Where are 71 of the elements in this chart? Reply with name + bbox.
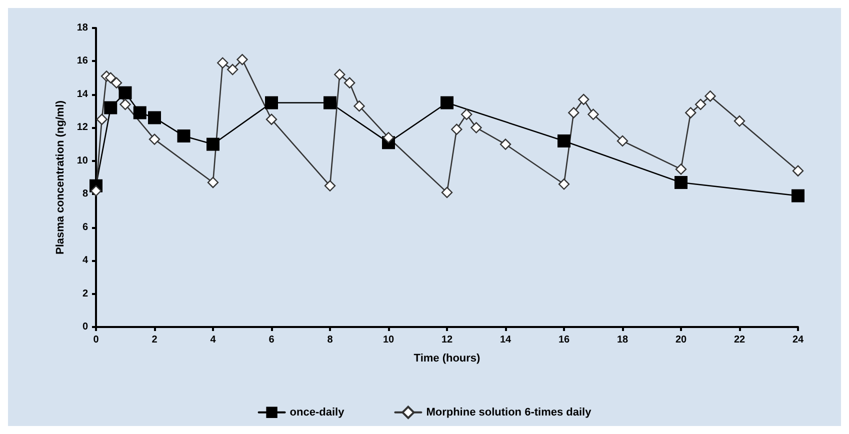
point bbox=[470, 122, 482, 134]
point bbox=[207, 176, 219, 188]
point bbox=[120, 98, 131, 110]
y-tick-label: 16 bbox=[76, 56, 88, 67]
point bbox=[704, 90, 716, 102]
x-axis-title: Time (hours) bbox=[414, 352, 481, 364]
x-tick-label: 14 bbox=[500, 334, 512, 346]
point bbox=[105, 72, 116, 84]
point bbox=[227, 64, 238, 76]
x-tick-label: 0 bbox=[93, 334, 100, 346]
point bbox=[118, 86, 132, 100]
point bbox=[588, 108, 599, 120]
point bbox=[792, 165, 804, 176]
x-tick-label: 2 bbox=[152, 334, 158, 346]
x-tick-label: 12 bbox=[441, 334, 453, 346]
y-tick-label: 14 bbox=[76, 88, 88, 100]
x-tick-label: 4 bbox=[210, 334, 216, 346]
point bbox=[344, 77, 356, 88]
point bbox=[324, 96, 336, 110]
point bbox=[440, 96, 454, 110]
point bbox=[104, 101, 118, 114]
point bbox=[674, 176, 688, 189]
point bbox=[382, 132, 394, 144]
legend-label: Morphine solution 6-times daily bbox=[426, 406, 592, 418]
point bbox=[558, 134, 570, 148]
point bbox=[148, 111, 161, 124]
y-tick-label: 8 bbox=[82, 188, 88, 200]
y-tick-label: 10 bbox=[76, 155, 88, 166]
y-tick-label: 18 bbox=[76, 22, 88, 34]
legend-label: once-daily bbox=[290, 406, 346, 418]
point bbox=[734, 115, 746, 127]
x-tick-label: 10 bbox=[382, 334, 394, 346]
y-tick-label: 6 bbox=[82, 222, 88, 233]
point bbox=[558, 178, 570, 190]
point bbox=[694, 98, 706, 110]
point bbox=[266, 114, 278, 125]
point bbox=[177, 129, 190, 142]
point bbox=[578, 94, 590, 106]
point bbox=[265, 96, 278, 110]
point bbox=[451, 124, 462, 135]
y-axis-title: Plasma concentration (ng/ml) bbox=[54, 100, 66, 255]
point bbox=[685, 107, 696, 118]
point bbox=[236, 54, 248, 66]
point bbox=[334, 68, 346, 80]
point bbox=[110, 77, 122, 88]
point bbox=[792, 189, 804, 202]
point bbox=[675, 164, 687, 175]
point bbox=[148, 134, 160, 145]
point bbox=[500, 138, 512, 150]
x-tick-label: 6 bbox=[268, 334, 275, 346]
y-tick-label: 0 bbox=[82, 322, 88, 332]
point bbox=[354, 100, 365, 112]
x-tick-label: 20 bbox=[675, 334, 687, 346]
point bbox=[90, 185, 102, 196]
point bbox=[616, 135, 628, 147]
point bbox=[133, 106, 146, 120]
x-tick-label: 8 bbox=[327, 334, 334, 346]
point bbox=[324, 180, 336, 192]
y-tick-label: 4 bbox=[82, 255, 88, 266]
x-tick-label: 24 bbox=[792, 334, 804, 346]
x-tick-label: 16 bbox=[558, 334, 570, 346]
y-tick-label: 2 bbox=[82, 288, 88, 300]
point bbox=[441, 186, 453, 198]
point bbox=[461, 108, 472, 120]
point bbox=[96, 114, 108, 125]
x-tick-label: 22 bbox=[734, 334, 746, 346]
y-tick-label: 12 bbox=[76, 122, 88, 134]
point bbox=[206, 138, 220, 151]
point bbox=[568, 107, 580, 118]
point bbox=[217, 57, 228, 68]
x-tick-label: 18 bbox=[616, 334, 628, 346]
